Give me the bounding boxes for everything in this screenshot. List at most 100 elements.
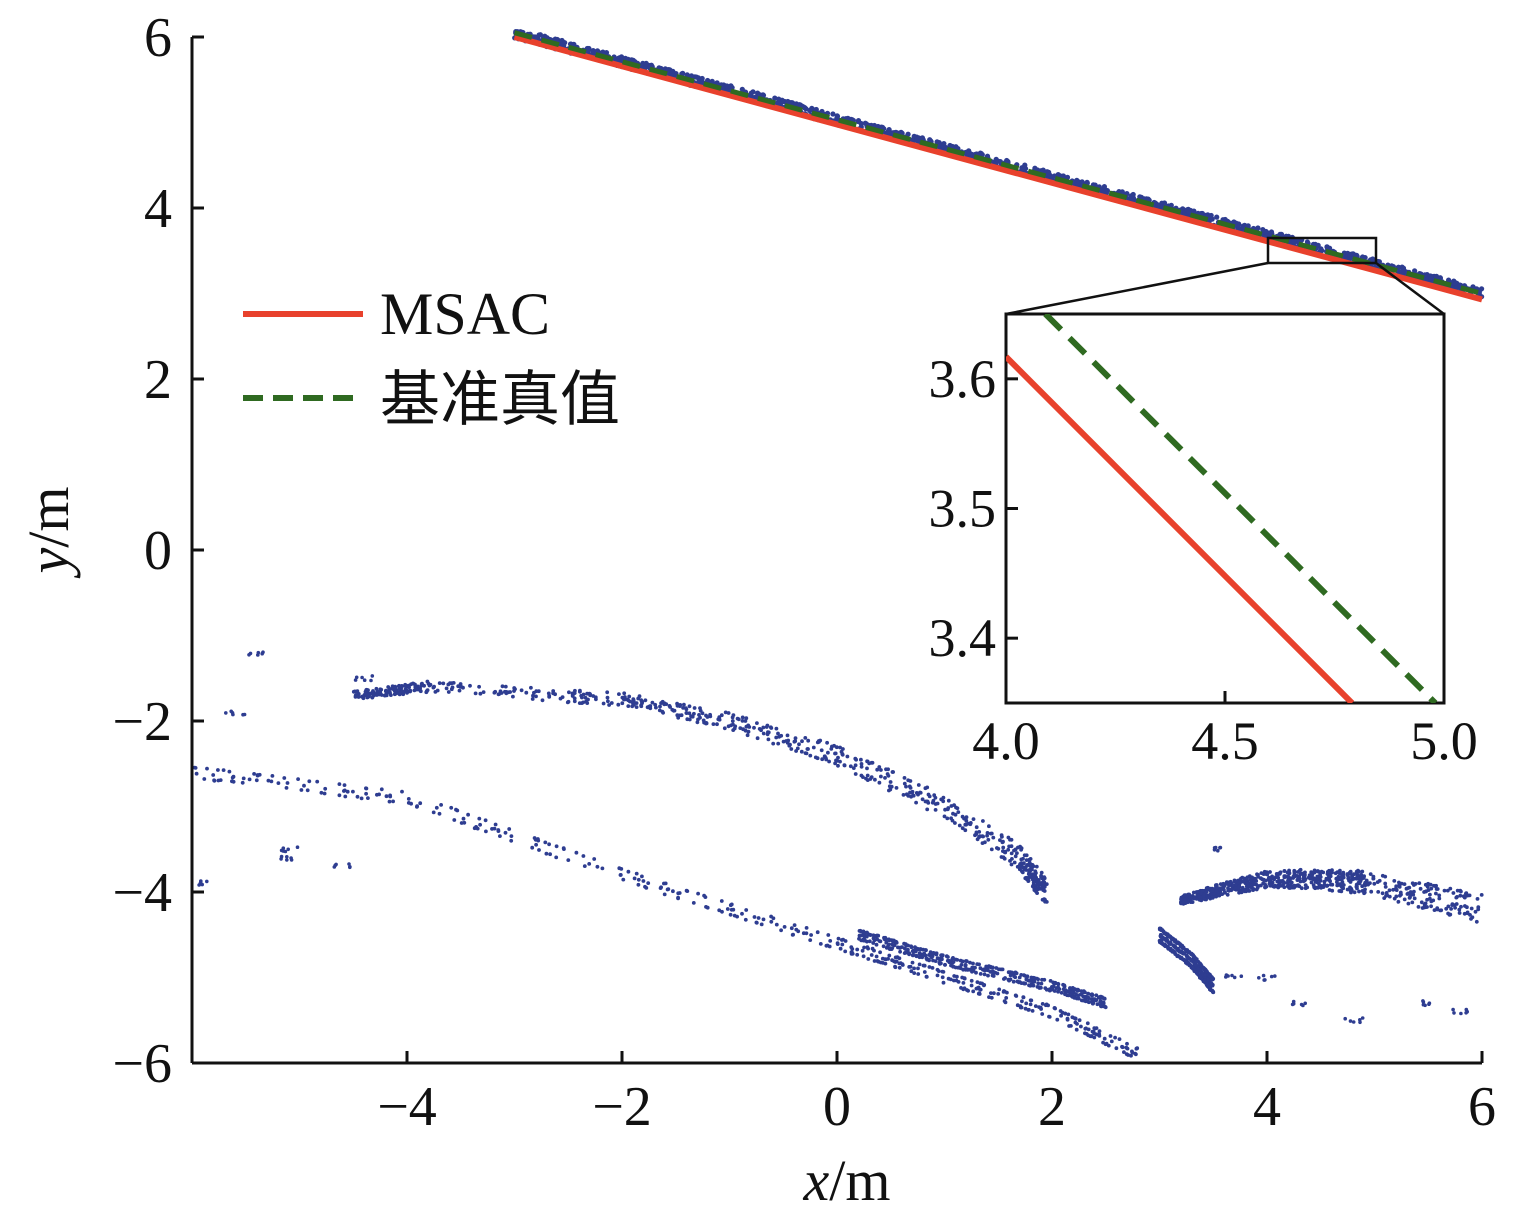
point-cloud-point (691, 901, 696, 905)
point-cloud-point (286, 847, 291, 852)
point-cloud-point (914, 954, 919, 959)
point-cloud-point (534, 842, 538, 847)
point-cloud-point (1253, 877, 1258, 882)
point-cloud-point (957, 823, 962, 828)
point-cloud-point (392, 692, 397, 697)
point-cloud-point (912, 971, 917, 975)
point-cloud-point (536, 837, 540, 841)
point-cloud-point (761, 917, 766, 922)
point-cloud-point (1419, 900, 1424, 905)
point-cloud-point (935, 801, 940, 806)
point-cloud-point (743, 917, 748, 922)
point-cloud-point (684, 711, 689, 715)
point-cloud-point (1291, 239, 1297, 245)
point-cloud-point (1298, 879, 1303, 884)
point-cloud-point (371, 693, 376, 698)
point-cloud-point (981, 819, 985, 823)
y-tick-label: 2 (144, 349, 172, 411)
point-cloud-point (1050, 987, 1055, 992)
point-cloud-point (776, 96, 782, 102)
point-cloud-point (1335, 880, 1339, 884)
point-cloud-point (590, 48, 596, 54)
point-cloud-point (205, 879, 209, 884)
point-cloud-point (1453, 280, 1459, 286)
point-cloud-point (1203, 973, 1207, 977)
point-cloud-point (230, 775, 235, 780)
point-cloud-point (1022, 853, 1027, 858)
point-cloud-point (1047, 1014, 1051, 1019)
point-cloud-point (1013, 970, 1018, 975)
point-cloud-point (740, 715, 745, 720)
point-cloud-point (878, 939, 883, 944)
point-cloud-point (985, 831, 990, 835)
point-cloud-point (1328, 882, 1333, 887)
point-cloud-point (1451, 1007, 1455, 1012)
point-cloud-point (950, 961, 955, 965)
point-cloud-point (1010, 857, 1014, 861)
point-cloud-point (996, 967, 1001, 972)
point-cloud-point (677, 704, 682, 708)
point-cloud-point (1372, 881, 1377, 886)
point-cloud-point (1097, 995, 1102, 999)
point-cloud-point (1397, 885, 1402, 889)
point-cloud-point (804, 931, 809, 936)
point-cloud-point (221, 768, 226, 772)
point-cloud-point (793, 736, 798, 740)
point-cloud-point (547, 695, 552, 699)
inset-x-tick-label: 4.0 (972, 711, 1040, 771)
point-cloud-point (1368, 872, 1373, 876)
x-tick-label: −2 (592, 1076, 652, 1138)
point-cloud-point (927, 137, 933, 143)
point-cloud-point (295, 845, 300, 849)
point-cloud-point (1122, 1050, 1126, 1054)
point-cloud-point (1094, 1026, 1099, 1030)
point-cloud-point (716, 717, 721, 722)
point-cloud-point (1086, 991, 1091, 996)
point-cloud-point (388, 794, 393, 799)
point-cloud-point (779, 99, 786, 105)
point-cloud-point (1457, 911, 1462, 915)
point-cloud-point (1027, 863, 1032, 868)
point-cloud-point (1214, 214, 1220, 220)
point-cloud-point (890, 942, 894, 947)
point-cloud-point (699, 75, 705, 82)
point-cloud-point (1027, 868, 1031, 873)
point-cloud-point (1114, 1046, 1119, 1051)
point-cloud-point (1003, 849, 1008, 854)
point-cloud-point (963, 963, 968, 967)
point-cloud-point (1180, 901, 1185, 905)
point-cloud-point (1033, 877, 1037, 881)
point-cloud-point (1048, 979, 1053, 983)
point-cloud-point (216, 778, 221, 783)
point-cloud-point (725, 907, 730, 911)
point-cloud-point (1065, 1016, 1070, 1021)
point-cloud-point (1245, 881, 1250, 885)
point-cloud-point (1463, 904, 1467, 908)
point-cloud-point (407, 685, 411, 690)
point-cloud-point (260, 651, 265, 656)
point-cloud-point (1029, 982, 1034, 987)
point-cloud-point (347, 862, 351, 866)
point-cloud-point (986, 973, 990, 978)
point-cloud-point (1224, 973, 1229, 977)
point-cloud-point (355, 794, 360, 799)
point-cloud-point (698, 715, 702, 720)
point-cloud-point (1262, 978, 1266, 982)
point-cloud-point (1040, 1002, 1045, 1006)
point-cloud-point (1024, 865, 1028, 869)
point-cloud-point (945, 816, 950, 821)
point-cloud-point (449, 805, 454, 810)
point-cloud-point (1357, 889, 1361, 894)
point-cloud-point (354, 675, 359, 680)
point-cloud-point (1024, 877, 1029, 881)
point-cloud-point (626, 869, 631, 874)
point-cloud-point (859, 773, 864, 778)
point-cloud-point (643, 698, 648, 703)
point-cloud-point (702, 893, 706, 898)
point-cloud-point (1473, 909, 1478, 914)
point-cloud-point (1168, 940, 1172, 945)
point-cloud-point (378, 690, 383, 695)
point-cloud-point (587, 691, 592, 696)
point-cloud-point (662, 892, 667, 897)
point-cloud-point (953, 812, 958, 817)
